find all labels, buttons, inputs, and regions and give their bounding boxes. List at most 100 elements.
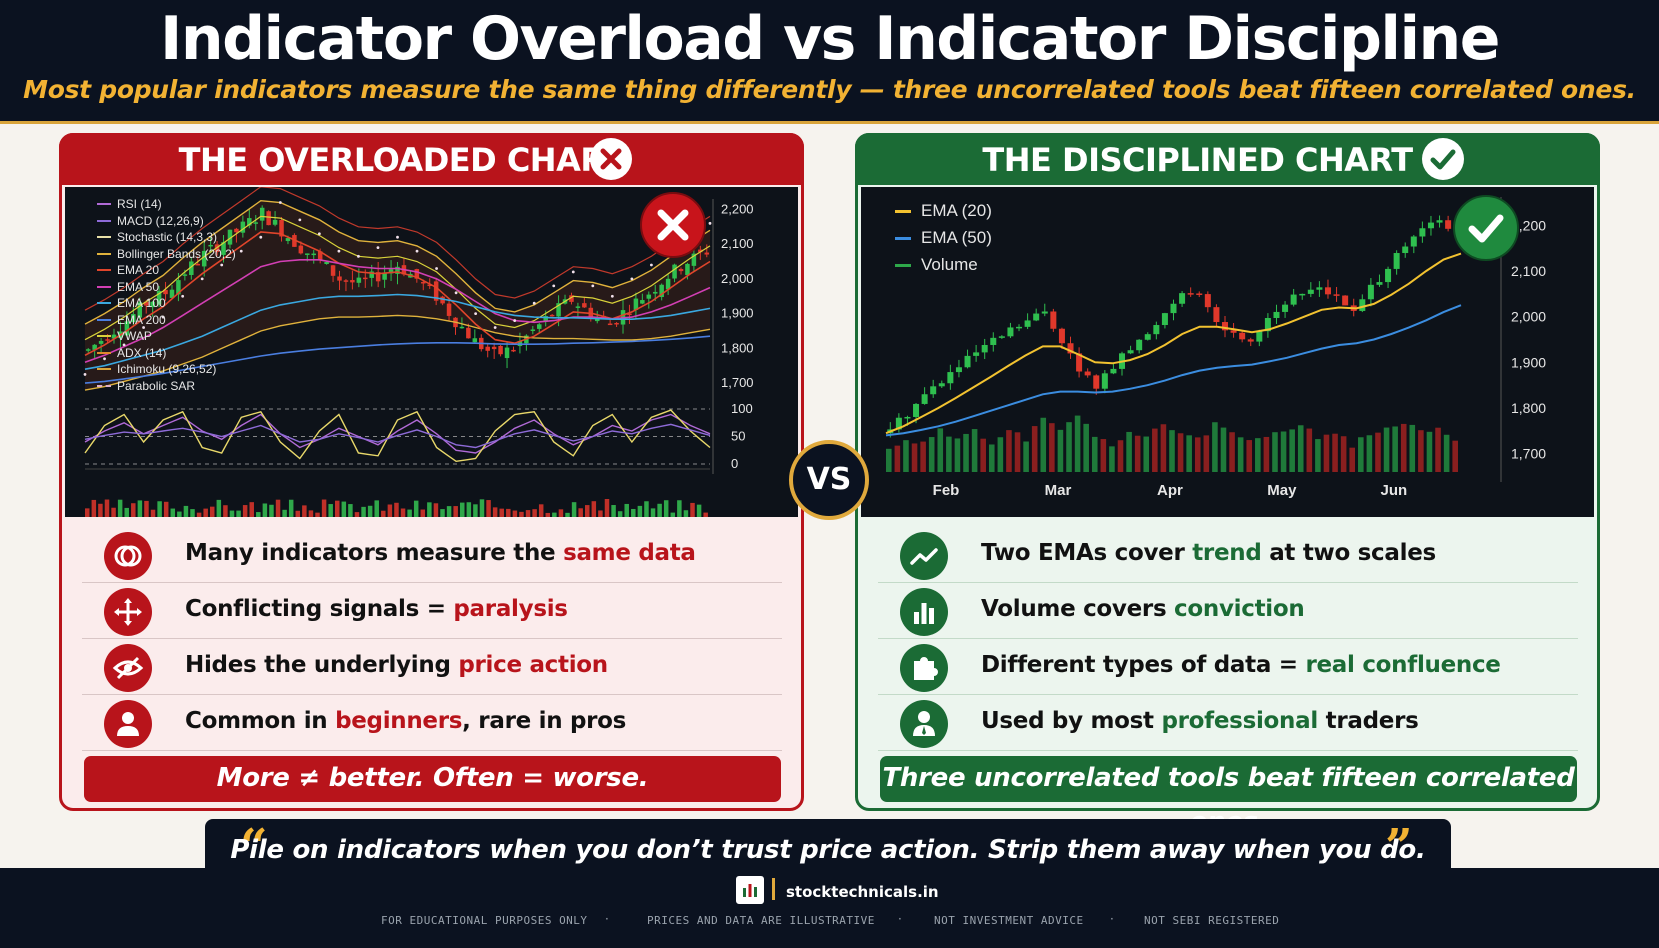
candle xyxy=(227,229,233,245)
sar-dot xyxy=(317,232,321,236)
volume-bar xyxy=(677,500,682,517)
volume-bar xyxy=(499,508,504,517)
volume-bar xyxy=(512,510,518,517)
point-text-pre: Used by most xyxy=(981,708,1162,734)
volume-bar xyxy=(1237,437,1244,472)
candle xyxy=(272,219,278,225)
candle xyxy=(1213,307,1220,323)
volume-bar xyxy=(479,499,485,517)
volume-bar xyxy=(427,502,432,517)
candle xyxy=(659,284,664,298)
legend-label: Parabolic SAR xyxy=(117,378,196,393)
arrows-cross-icon xyxy=(104,588,152,636)
candle xyxy=(1127,350,1134,354)
sar-dot xyxy=(474,312,478,316)
ichimoku-cloud xyxy=(85,200,710,391)
volume-bar xyxy=(486,500,491,517)
logo-icon xyxy=(736,876,764,904)
volume-bar xyxy=(997,437,1004,472)
candle xyxy=(395,266,400,274)
price-tick-label: 2,000 xyxy=(721,271,754,286)
bollinger-upper-line xyxy=(84,199,711,325)
candle xyxy=(247,218,252,226)
legend-entry: MACD (12,26,9) xyxy=(97,214,204,228)
site-name[interactable]: stocktechnicals.in xyxy=(786,883,939,901)
legend-entry: RSI (14) xyxy=(97,197,162,211)
candle xyxy=(169,289,175,298)
candle xyxy=(1153,325,1160,335)
legend-entry: VWAP xyxy=(97,329,152,343)
candle xyxy=(1273,311,1280,318)
candle xyxy=(921,394,928,404)
volume-bar xyxy=(980,438,986,472)
candle xyxy=(1427,222,1434,229)
volume-bar xyxy=(911,443,918,472)
volume-bar xyxy=(670,512,676,517)
volume-bar xyxy=(282,509,287,517)
volume-bar xyxy=(348,504,353,517)
bollinger-lower-line xyxy=(84,314,711,391)
candle xyxy=(311,253,316,256)
candle xyxy=(981,344,988,353)
volume-bar xyxy=(886,448,892,472)
candle xyxy=(1136,339,1143,351)
overloaded-title-text: THE OVERLOADED CHART xyxy=(178,141,625,179)
vs-badge: VS xyxy=(789,440,869,520)
legend-label: EMA 100 xyxy=(117,296,166,310)
series-line-ema-200 xyxy=(84,335,711,384)
candle xyxy=(990,337,997,345)
candle xyxy=(1324,287,1331,295)
candle xyxy=(414,269,420,279)
disciplined-chart-svg: 2,200 2,100 2,000 1,900 1,800 1,700 Feb Mar Apr M… xyxy=(885,197,1546,499)
legend-entry: Stochastic (14,3,3) xyxy=(97,230,217,244)
volume-bar xyxy=(604,499,610,517)
legend-label: VWAP xyxy=(117,329,152,343)
sar-dot xyxy=(239,249,243,253)
volume-bar xyxy=(446,506,452,517)
candle xyxy=(678,268,684,272)
volume-bar xyxy=(413,500,419,517)
volume-bar xyxy=(315,512,320,517)
volume-bar xyxy=(124,507,129,517)
close-quote-icon: ” xyxy=(1385,819,1413,875)
volume-bar xyxy=(532,509,537,517)
disciplined-panel: THE DISCIPLINED CHART 2,200 2,100 2,000 1,9… xyxy=(855,133,1600,837)
sar-dot xyxy=(435,267,438,270)
legend-swatch xyxy=(97,302,111,304)
candle xyxy=(1307,289,1314,294)
candle xyxy=(427,284,432,287)
disciplined-title-text: THE DISCIPLINED CHART xyxy=(982,141,1413,179)
candle xyxy=(259,207,265,221)
price-tick-label: 2,200 xyxy=(721,201,754,216)
point-text-highlight: professional xyxy=(1161,708,1318,734)
volume-bar xyxy=(1143,436,1150,472)
y-tick-label: 1,900 xyxy=(1511,354,1546,370)
volume-bar xyxy=(894,445,901,472)
volume-bar xyxy=(203,508,208,517)
professional-user-icon xyxy=(900,700,948,748)
volume-bar xyxy=(150,509,156,517)
volume-bar xyxy=(624,503,629,517)
legend-swatch xyxy=(895,264,911,267)
legend-label: RSI (14) xyxy=(117,197,162,211)
volume-bar xyxy=(1109,446,1115,472)
volume-bar xyxy=(1134,435,1141,472)
y-tick-label: 2,100 xyxy=(1511,263,1546,279)
legend-label: ADX (14) xyxy=(117,345,167,360)
vwap-line xyxy=(84,215,711,341)
candle xyxy=(1342,295,1349,306)
overloaded-panel-header: THE OVERLOADED CHART xyxy=(59,133,804,185)
legend-label: EMA 200 xyxy=(117,312,166,327)
candle xyxy=(201,250,207,267)
candle xyxy=(1076,353,1083,372)
overloaded-chart-svg: 2,200 2,100 2,000 1,900 1,800 1,700 100 50 0 xyxy=(83,187,754,517)
user-icon xyxy=(104,700,152,748)
candle xyxy=(913,403,920,417)
legend-entry: ADX (14) xyxy=(97,345,167,360)
series-line-ema-20 xyxy=(84,231,711,357)
candle xyxy=(343,280,349,282)
open-quote-icon: “ xyxy=(240,819,268,875)
volume-bar xyxy=(617,511,623,517)
list-item: Common in beginners, rare in pros xyxy=(82,695,782,751)
